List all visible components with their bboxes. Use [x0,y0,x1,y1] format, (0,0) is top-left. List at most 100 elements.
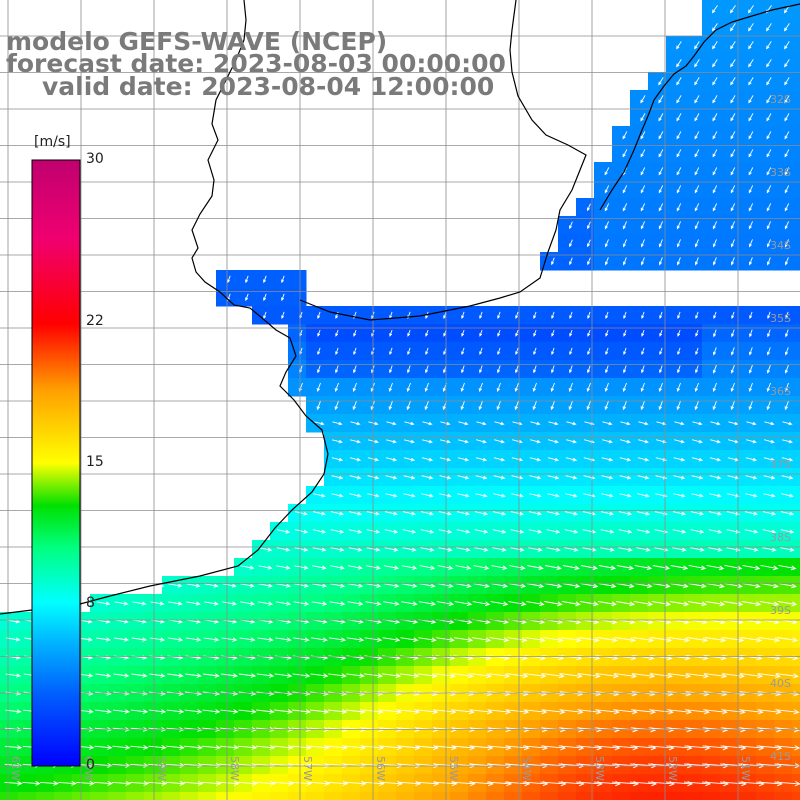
field-cell [450,324,469,343]
field-cell [540,558,559,577]
field-cell [576,792,595,800]
wind-arrow [605,311,609,320]
field-cell [522,360,541,379]
field-cell [594,558,613,577]
field-cell [684,522,703,541]
field-cell [612,612,631,631]
field-cell [360,450,379,469]
wind-arrow [220,673,239,678]
field-cell [720,36,739,55]
wind-arrow [651,601,672,607]
wind-arrow [708,529,723,534]
field-cell [792,630,800,649]
wind-arrow [694,239,699,248]
wind-arrow [505,709,530,715]
field-cell [756,198,775,217]
field-cell [540,252,559,271]
field-cell [540,738,559,757]
field-cell [468,342,487,361]
field-cell [738,72,757,91]
field-cell [594,252,613,271]
wind-arrow [676,95,682,104]
wind-arrow [619,493,632,498]
field-cell [720,630,739,649]
wind-arrow [694,95,700,104]
field-cell [684,144,703,163]
field-cell [792,414,800,433]
field-cell [504,738,523,757]
wind-arrow [785,311,789,320]
field-cell [288,504,307,523]
field-cell [396,378,415,397]
field-cell [126,774,145,793]
field-cell [522,702,541,721]
wind-arrow [112,745,131,750]
field-cell [648,360,667,379]
field-cell [306,738,325,757]
field-cell [756,666,775,685]
field-cell [0,774,19,793]
wind-arrow [667,709,692,715]
field-cell [450,432,469,451]
field-cell [324,594,343,613]
wind-arrow [204,583,219,588]
field-cell [756,396,775,415]
wind-arrow [245,275,249,284]
wind-arrow [148,745,167,750]
lat-label: 41S [770,750,791,763]
field-cell [756,702,775,721]
wind-arrow [766,77,772,86]
field-cell [684,450,703,469]
field-cell [450,738,469,757]
wind-arrow [565,439,577,444]
field-cell [270,756,289,775]
wind-arrow [762,511,776,516]
field-cell [450,630,469,649]
field-cell [720,342,739,361]
field-cell [396,450,415,469]
field-cell [576,702,595,721]
field-cell [342,738,361,757]
field-cell [594,486,613,505]
field-cell [252,630,271,649]
wind-arrow [673,493,686,498]
wind-arrow [766,382,771,392]
wind-arrow [478,382,483,392]
wind-arrow [547,475,560,480]
wind-arrow [694,185,700,194]
wind-arrow [511,457,524,462]
field-cell [702,450,721,469]
field-cell [360,324,379,343]
field-cell [396,360,415,379]
field-cell [756,342,775,361]
field-cell [450,342,469,361]
wind-arrow [730,239,735,248]
wind-arrow [273,780,294,787]
wind-arrow [150,601,165,606]
field-cell [360,558,379,577]
wind-arrow [694,131,700,140]
wind-arrow [763,493,776,498]
field-cell [558,342,577,361]
wind-arrow [281,293,285,302]
field-cell [612,216,631,235]
field-cell [738,306,757,325]
wind-arrow [533,365,537,374]
field-cell [648,90,667,109]
wind-arrow [474,529,489,534]
wind-arrow [622,185,628,194]
field-cell [234,792,253,800]
field-cell [774,666,793,685]
field-cell [774,558,793,577]
wind-arrow [580,601,599,607]
field-cell [630,486,649,505]
wind-arrow [237,745,258,750]
field-cell [288,576,307,595]
wind-arrow [722,673,745,679]
field-cell [792,522,800,541]
field-cell [756,738,775,757]
field-cell [486,558,505,577]
wind-arrow [636,529,651,534]
wind-arrow [382,637,401,643]
wind-arrow [533,329,537,337]
